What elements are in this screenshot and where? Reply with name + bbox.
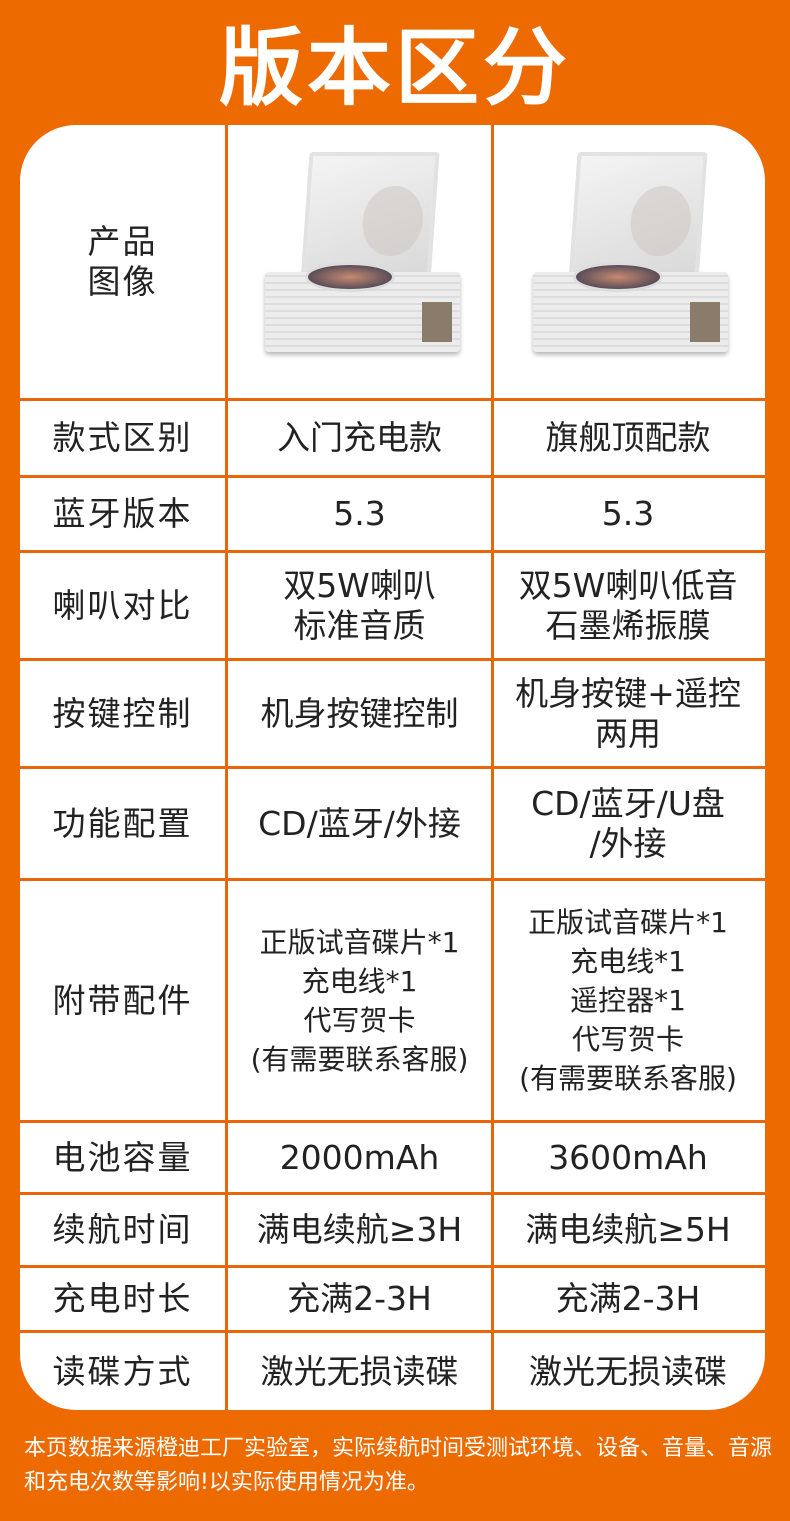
page-title: 版本区分 — [218, 19, 571, 117]
flagship-value: CD/蓝牙/U盘/外接 — [494, 769, 762, 878]
flagship-value: 正版试音碟片*1 充电线*1 遥控器*1 代写贺卡 (有需要联系客服) — [494, 881, 762, 1120]
product-image-entry — [228, 125, 494, 398]
flagship-value: 机身按键+遥控 两用 — [494, 661, 762, 766]
row-label: 喇叭对比 — [20, 553, 228, 658]
cell-line: 双5W喇叭 — [283, 565, 436, 605]
table-row-product-image: 产品 图像 — [20, 125, 765, 401]
cell-line: CD/蓝牙/U盘 — [531, 783, 725, 823]
cell-line: 旗舰顶配款 — [545, 418, 711, 457]
entry-value: 充满2-3H — [228, 1268, 494, 1330]
row-label: 读碟方式 — [20, 1333, 228, 1410]
table-row: 款式区别 入门充电款 旗舰顶配款 — [20, 401, 765, 478]
table-row: 读碟方式 激光无损读碟 激光无损读碟 — [20, 1333, 765, 1410]
table-row: 喇叭对比 双5W喇叭 标准音质 双5W喇叭低音 石墨烯振膜 — [20, 553, 765, 661]
cell-line: (有需要联系客服) — [250, 1042, 469, 1076]
entry-value: 激光无损读碟 — [228, 1333, 494, 1410]
cell-line: 标准音质 — [293, 605, 426, 645]
flagship-value: 5.3 — [494, 478, 762, 550]
cell-line: (有需要联系客服) — [519, 1062, 737, 1095]
row-label: 充电时长 — [20, 1268, 228, 1330]
row-label: 电池容量 — [20, 1123, 228, 1192]
flagship-value: 激光无损读碟 — [494, 1333, 762, 1410]
cell-line: 机身按键控制 — [260, 693, 459, 733]
entry-value: 机身按键控制 — [228, 661, 494, 766]
cell-line: 石墨烯振膜 — [545, 605, 711, 645]
cell-line: 两用 — [595, 713, 661, 753]
cell-line: 3600mAh — [548, 1137, 708, 1177]
footnote: 本页数据来源橙迪工厂实验室，实际续航时间受测试环境、设备、音量、音源和充电次数等… — [24, 1436, 773, 1495]
row-label: 蓝牙版本 — [20, 478, 228, 550]
comparison-table: 产品 图像 款式区别 入门充电款 旗舰顶配款 蓝牙版本 5.3 5.3 喇叭对比 双5W喇叭 标准… — [20, 125, 765, 1410]
flagship-value: 充满2-3H — [494, 1268, 762, 1330]
cell-line: 代写贺卡 — [303, 1003, 416, 1037]
cell-line: 充电线*1 — [301, 964, 418, 998]
table-row: 电池容量 2000mAh 3600mAh — [20, 1123, 765, 1195]
cell-line: 款式区别 — [52, 418, 193, 457]
cell-line: /外接 — [589, 823, 667, 863]
table-row: 功能配置 CD/蓝牙/外接 CD/蓝牙/U盘/外接 — [20, 769, 765, 881]
cell-line: 喇叭对比 — [52, 585, 193, 625]
cell-line: 代写贺卡 — [571, 1023, 684, 1056]
cell-line: 激光无损读碟 — [529, 1351, 727, 1391]
cell-line: 续航时间 — [52, 1210, 193, 1249]
entry-value: CD/蓝牙/外接 — [228, 769, 494, 878]
cell-line: 满电续航≥3H — [256, 1210, 463, 1249]
cell-line: 激光无损读碟 — [260, 1351, 459, 1391]
cell-line: 正版试音碟片*1 — [259, 925, 460, 959]
cell-line: 读碟方式 — [52, 1351, 193, 1391]
cell-line: 充电时长 — [52, 1279, 193, 1318]
cell-line: 入门充电款 — [277, 418, 442, 457]
row-label: 按键控制 — [20, 661, 228, 766]
cell-line: 充满2-3H — [287, 1279, 432, 1318]
cell-line: CD/蓝牙/外接 — [258, 803, 461, 843]
entry-value: 5.3 — [228, 478, 494, 550]
table-row: 续航时间 满电续航≥3H 满电续航≥5H — [20, 1195, 765, 1268]
label-line: 图像 — [87, 261, 158, 301]
label-line: 产品 — [87, 221, 158, 261]
cell-line: 正版试音碟片*1 — [528, 906, 728, 939]
cell-line: 满电续航≥5H — [525, 1210, 731, 1249]
flagship-value: 双5W喇叭低音 石墨烯振膜 — [494, 553, 762, 658]
cell-line: 按键控制 — [52, 693, 193, 733]
table-row: 蓝牙版本 5.3 5.3 — [20, 478, 765, 553]
row-label: 款式区别 — [20, 401, 228, 475]
cell-line: 5.3 — [333, 494, 386, 533]
flagship-value: 旗舰顶配款 — [494, 401, 762, 475]
cell-line: 充满2-3H — [555, 1279, 701, 1318]
cell-line: 充电线*1 — [570, 945, 686, 978]
cell-line: 电池容量 — [52, 1137, 193, 1177]
flagship-value: 3600mAh — [494, 1123, 762, 1192]
cell-line: 功能配置 — [52, 803, 193, 843]
table-row: 充电时长 充满2-3H 充满2-3H — [20, 1268, 765, 1333]
cell-line: 双5W喇叭低音 — [518, 565, 738, 605]
row-label: 功能配置 — [20, 769, 228, 878]
row-label: 附带配件 — [20, 881, 228, 1120]
product-image-flagship — [494, 125, 762, 398]
row-label: 产品 图像 — [20, 125, 228, 398]
flagship-value: 满电续航≥5H — [494, 1195, 762, 1265]
cell-line: 遥控器*1 — [570, 984, 686, 1017]
entry-value: 双5W喇叭 标准音质 — [228, 553, 494, 658]
cell-line: 5.3 — [601, 494, 655, 533]
entry-value: 2000mAh — [228, 1123, 494, 1192]
entry-value: 入门充电款 — [228, 401, 494, 475]
cell-line: 2000mAh — [279, 1137, 440, 1177]
table-row: 附带配件 正版试音碟片*1 充电线*1 代写贺卡 (有需要联系客服) 正版试音碟片*1 充电… — [20, 881, 765, 1123]
table-row: 按键控制 机身按键控制 机身按键+遥控 两用 — [20, 661, 765, 769]
entry-value: 满电续航≥3H — [228, 1195, 494, 1265]
cell-line: 机身按键+遥控 — [515, 673, 741, 713]
entry-value: 正版试音碟片*1 充电线*1 代写贺卡 (有需要联系客服) — [228, 881, 494, 1120]
row-label: 续航时间 — [20, 1195, 228, 1265]
cell-line: 蓝牙版本 — [52, 494, 193, 533]
cell-line: 附带配件 — [52, 980, 193, 1020]
